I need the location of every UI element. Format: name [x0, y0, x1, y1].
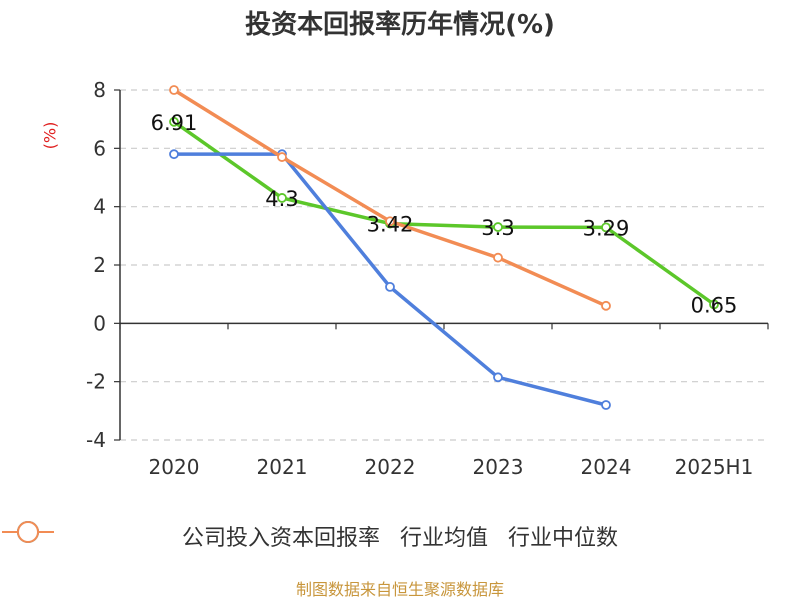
series-point-0	[169, 116, 179, 127]
y-tick-label: 8	[93, 78, 106, 102]
y-tick-label: -2	[86, 370, 106, 394]
x-tick-label: 2024	[581, 455, 632, 479]
legend-item: 行业中位数	[2, 520, 619, 552]
x-tick-label: 2023	[473, 455, 524, 479]
data-label: 3.42	[367, 213, 414, 237]
series-point-2	[385, 216, 395, 227]
series-point-0	[277, 193, 287, 203]
data-label: 3.29	[583, 216, 630, 240]
source-note: 制图数据来自恒生聚源数据库	[295, 580, 504, 599]
series-point-1	[493, 372, 503, 383]
series-point-1	[169, 149, 179, 160]
data-label: 0.65	[691, 293, 738, 317]
y-tick-label: 2	[93, 253, 106, 277]
chart-title: 投资本回报率历年情况(%)	[245, 10, 555, 40]
series-point-0	[709, 299, 719, 310]
data-label: 3.3	[481, 216, 514, 240]
legend-marker-icon	[2, 521, 54, 543]
legend-label: 行业中位数	[508, 526, 619, 551]
series-point-2	[493, 252, 503, 263]
data-label: 4.3	[265, 187, 298, 211]
series-line-0	[172, 120, 716, 306]
legend-item: 行业均值	[2, 520, 488, 552]
series-point-0	[601, 222, 611, 233]
x-tick-label: 2020	[149, 455, 200, 479]
series-point-1	[601, 400, 611, 410]
y-tick-label: -4	[86, 428, 106, 452]
legend-label: 行业均值	[399, 526, 488, 551]
series-line-2	[173, 88, 607, 308]
x-tick-label: 2022	[365, 455, 416, 479]
y-tick-label: 6	[93, 136, 106, 160]
legend: 公司投入资本回报率 行业均值 行业中位数	[0, 520, 800, 552]
x-tick-label: 2021	[257, 455, 308, 479]
series-point-2	[169, 85, 179, 95]
y-tick-label: 0	[93, 311, 106, 335]
legend-label: 公司投入资本回报率	[181, 526, 380, 551]
series-point-2	[601, 300, 611, 311]
series-point-2	[277, 152, 287, 162]
series-point-0	[493, 222, 503, 232]
series-line-1	[174, 152, 607, 407]
legend-item: 公司投入资本回报率	[2, 520, 380, 552]
series-point-1	[385, 281, 395, 292]
data-label: 6.91	[151, 111, 198, 135]
x-tick-label: 2025H1	[675, 455, 754, 479]
y-tick-label: 4	[93, 195, 106, 219]
